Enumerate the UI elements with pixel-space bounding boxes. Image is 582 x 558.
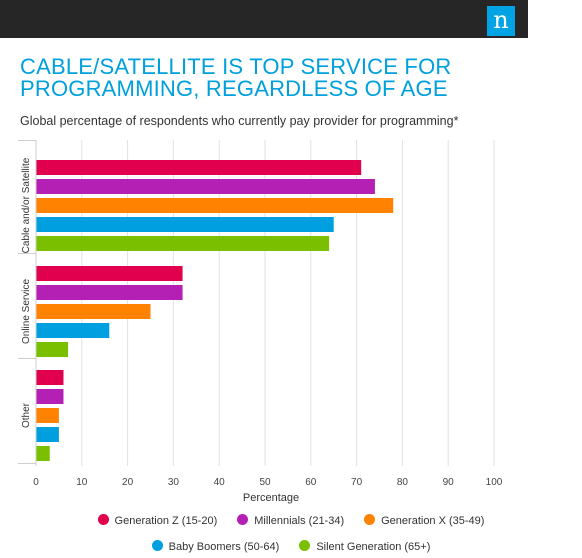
- x-tick-label: 80: [397, 477, 409, 488]
- x-tick-label: 70: [351, 477, 363, 488]
- bar: [36, 389, 64, 404]
- nielsen-logo: n: [487, 6, 515, 36]
- bar: [36, 160, 362, 175]
- bar: [36, 446, 50, 461]
- category-label: Other: [21, 402, 32, 428]
- legend-item: Baby Boomers (50-64): [151, 540, 280, 553]
- bar: [36, 266, 183, 281]
- bar: [36, 198, 394, 213]
- category-label: Cable and/or Satellite: [21, 157, 32, 253]
- x-axis-label: Percentage: [243, 492, 299, 504]
- bar-chart: 0 10 20 30 40 50 60 70 80 90 100 Cable and/or Satel…: [18, 140, 503, 504]
- legend-swatch: [299, 540, 311, 551]
- legend-label: Generation X (35-49): [381, 515, 485, 527]
- legend-label: Millennials (21-34): [254, 515, 345, 527]
- x-tick-label: 40: [214, 477, 226, 488]
- x-tick-label: 0: [33, 477, 39, 488]
- legend-swatch: [151, 540, 163, 551]
- legend-swatch: [364, 514, 376, 525]
- chart-title: CABLE/SATELLITE IS TOP SERVICE FOR PROGR…: [20, 54, 452, 101]
- bar: [36, 427, 59, 442]
- x-tick-label: 60: [305, 477, 317, 488]
- bar: [36, 408, 59, 423]
- bar: [36, 179, 375, 194]
- x-tick-label: 30: [168, 477, 180, 488]
- x-tick-label: 10: [76, 477, 88, 488]
- chart-subtitle: Global percentage of respondents who cur…: [20, 114, 459, 128]
- legend-label: Silent Generation (65+): [316, 541, 431, 553]
- legend-swatch: [97, 514, 109, 525]
- bar: [36, 304, 151, 319]
- x-tick-label: 90: [443, 477, 455, 488]
- legend-item: Generation X (35-49): [364, 514, 484, 527]
- bar: [36, 323, 110, 338]
- legend-item: Generation Z (15-20): [97, 514, 218, 527]
- legend-swatch: [237, 514, 249, 525]
- bar: [36, 217, 334, 232]
- legend-label: Baby Boomers (50-64): [168, 541, 280, 553]
- top-bar: n: [0, 0, 528, 38]
- category-label: Online Service: [21, 279, 32, 344]
- legend-item: Millennials (21-34): [237, 514, 344, 527]
- bar: [36, 285, 183, 300]
- x-tick-label: 100: [486, 477, 503, 488]
- x-tick-label: 50: [259, 477, 271, 488]
- bar: [36, 236, 330, 251]
- bar: [36, 342, 69, 357]
- legend-label: Generation Z (15-20): [114, 515, 218, 527]
- bar: [36, 370, 64, 385]
- x-tick-label: 20: [122, 477, 134, 488]
- legend-item: Silent Generation (65+): [299, 540, 430, 553]
